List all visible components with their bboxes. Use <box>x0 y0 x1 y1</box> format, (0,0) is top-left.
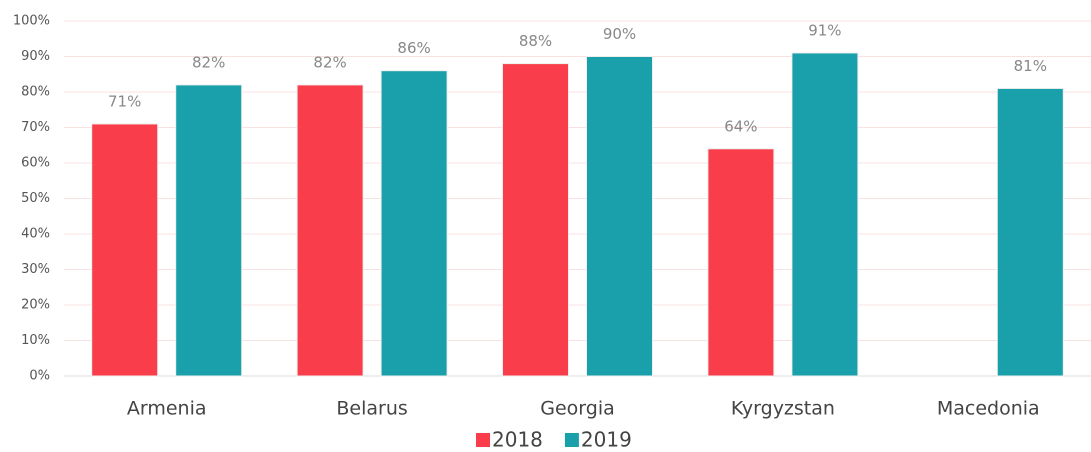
data-label: 82% <box>313 53 346 71</box>
y-tick-label: 40% <box>21 227 50 242</box>
data-label: 71% <box>108 92 141 110</box>
y-tick-label: 20% <box>21 298 50 313</box>
data-label: 82% <box>192 53 225 71</box>
bar <box>791 52 859 377</box>
y-tick-label: 30% <box>21 262 50 277</box>
bar <box>996 87 1064 377</box>
data-label: 86% <box>397 39 430 57</box>
bar <box>175 84 243 377</box>
bar <box>502 63 569 377</box>
x-tick-label: Georgia <box>540 398 615 420</box>
y-tick-label: 80% <box>21 85 50 100</box>
x-tick-label: Kyrgyzstan <box>731 398 835 420</box>
data-label: 64% <box>724 117 757 135</box>
x-tick-label: Belarus <box>336 398 407 420</box>
y-tick-label: 100% <box>13 14 50 29</box>
y-tick-label: 10% <box>21 333 50 348</box>
data-label: 91% <box>808 21 841 39</box>
data-label: 88% <box>519 32 552 50</box>
bar <box>91 123 159 377</box>
bar <box>296 84 364 377</box>
data-label: 90% <box>603 25 636 43</box>
legend-label: 2018 <box>492 428 543 452</box>
y-tick-label: 90% <box>21 49 50 64</box>
x-tick-label: Armenia <box>127 398 207 420</box>
data-label: 81% <box>1014 57 1047 75</box>
legend-swatch <box>564 433 579 447</box>
x-tick-label: Macedonia <box>937 398 1040 420</box>
y-tick-label: 50% <box>21 191 50 206</box>
legend-swatch <box>476 433 490 447</box>
y-tick-label: 60% <box>21 156 50 171</box>
y-tick-label: 70% <box>21 120 50 135</box>
y-tick-label: 0% <box>29 369 50 384</box>
bar <box>586 56 653 377</box>
legend-label: 2019 <box>581 428 632 452</box>
bar <box>707 148 775 377</box>
bar <box>380 70 448 377</box>
